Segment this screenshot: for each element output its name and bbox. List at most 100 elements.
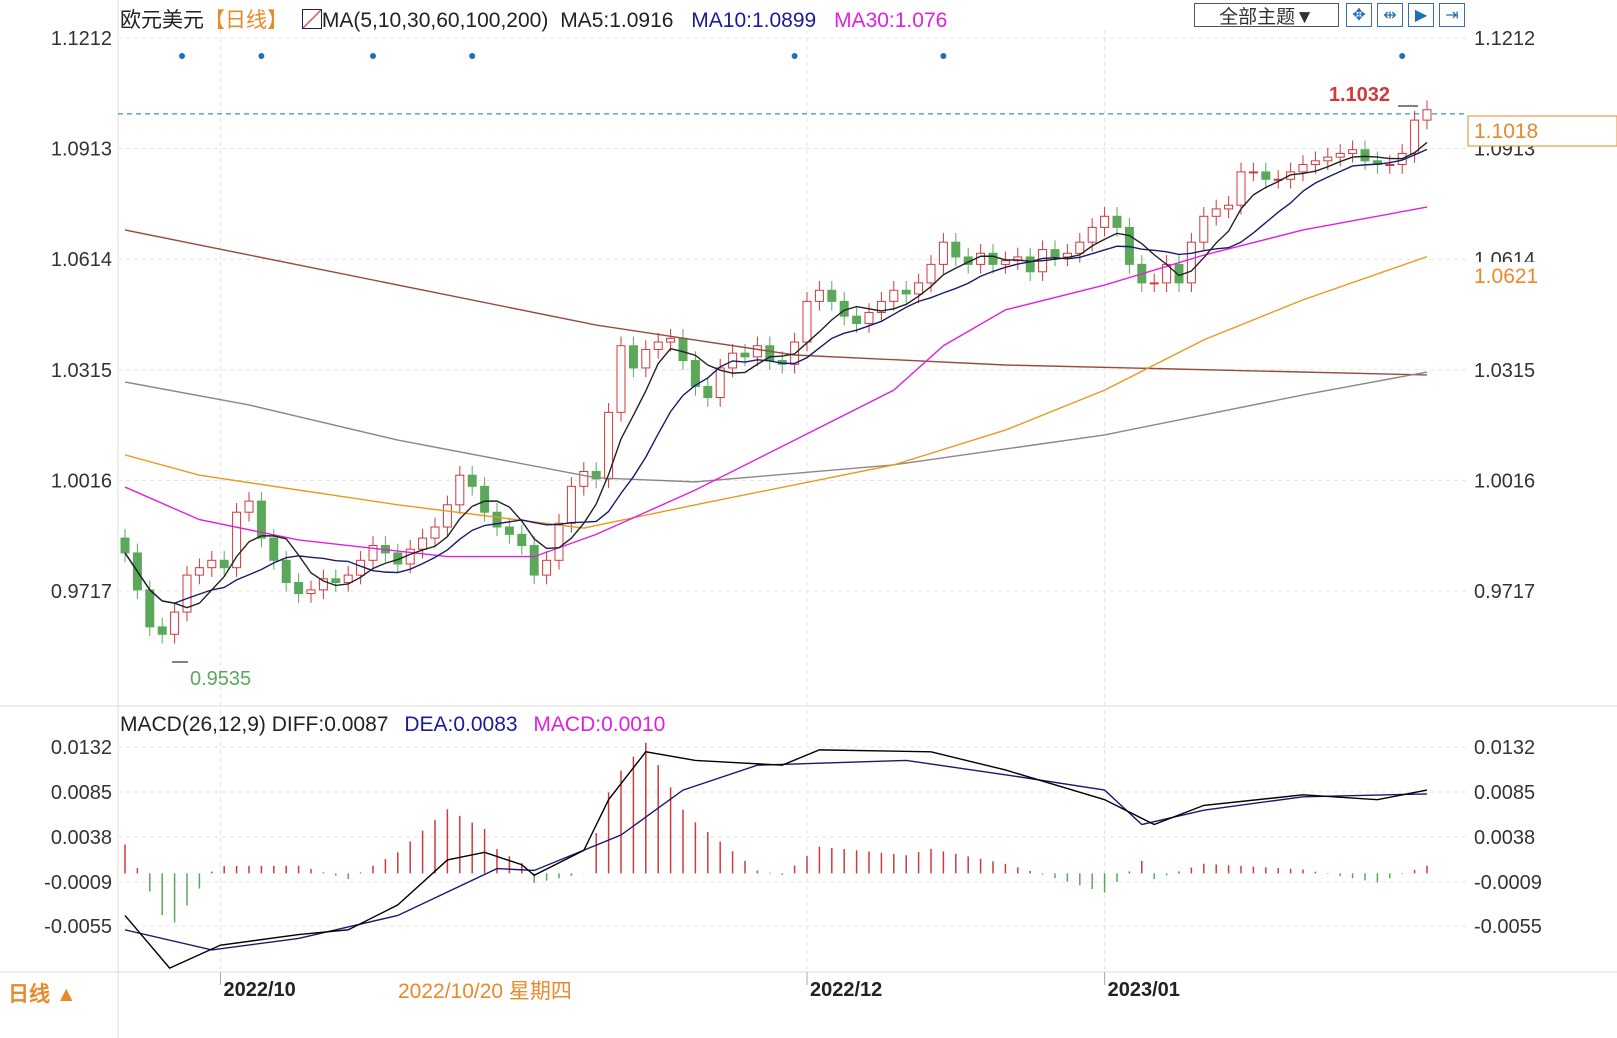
candle	[678, 329, 688, 370]
candle-body	[703, 385, 713, 399]
candle-body	[1199, 215, 1209, 243]
ma60-label-bg	[1468, 262, 1617, 288]
candle	[430, 517, 440, 548]
candle	[244, 491, 254, 522]
candle	[1149, 273, 1159, 293]
zoom-range-icon[interactable]: ⇹	[1377, 3, 1403, 27]
candle	[1298, 155, 1308, 182]
ma60-price-label: 1.0621	[1474, 265, 1538, 288]
candle	[1310, 151, 1320, 174]
candle	[579, 462, 589, 496]
candle-body	[976, 252, 986, 265]
candle-body	[517, 533, 527, 547]
period-toggle[interactable]: 日线 ▲	[8, 983, 77, 1006]
candle-body	[1248, 171, 1258, 174]
ma5-value: MA5:1.0916	[560, 9, 674, 32]
candle-body	[1062, 252, 1072, 258]
ma60-line	[124, 255, 1428, 529]
candle	[194, 558, 204, 585]
candle-body	[591, 471, 601, 480]
candle	[455, 465, 465, 515]
candle-body	[1211, 208, 1221, 217]
candle-body	[256, 500, 266, 539]
candle-body	[492, 511, 502, 528]
theme-dropdown[interactable]: 全部主题▼	[1194, 3, 1339, 28]
candle	[1422, 100, 1432, 130]
event-marker	[179, 53, 186, 59]
candle	[343, 565, 353, 592]
candle	[1348, 140, 1358, 163]
ma30-line	[124, 206, 1428, 558]
candle-body	[1050, 249, 1060, 258]
candle-body	[876, 300, 886, 313]
candle-body	[1323, 156, 1333, 162]
scroll-right-icon[interactable]: ⇥	[1439, 3, 1465, 27]
candle-body	[480, 485, 490, 513]
candle	[1248, 162, 1258, 182]
grid-icon[interactable]: ✥	[1346, 3, 1372, 27]
price-tick-left: 0.9717	[51, 581, 112, 603]
candle-body	[430, 526, 440, 539]
candle-body	[244, 500, 254, 513]
price-tick-left: 1.0315	[51, 360, 112, 382]
macd-tick-right: 0.0038	[1474, 827, 1535, 849]
price-tick-left: 1.0913	[51, 139, 112, 161]
candle	[765, 336, 775, 370]
candle-body	[554, 522, 564, 561]
macd-tick-left: -0.0009	[44, 872, 112, 894]
macd-header: MACD(26,12,9) DIFF:0.0087 DEA:0.0083 MAC…	[120, 713, 665, 737]
candle	[480, 477, 490, 522]
price-tick-left: 1.1212	[51, 28, 112, 50]
play-range-icon[interactable]: ▶	[1408, 3, 1434, 27]
candle	[1261, 162, 1271, 189]
candle	[901, 281, 911, 304]
candle-body	[579, 471, 589, 487]
candle-body	[194, 567, 204, 576]
candle-body	[1410, 119, 1420, 154]
macd-tick-left: -0.0055	[44, 916, 112, 938]
candle-body	[1348, 149, 1358, 154]
candle-body	[616, 345, 626, 413]
candle	[976, 244, 986, 274]
candle	[1199, 207, 1209, 252]
candle-body	[1236, 171, 1246, 206]
dea-line	[124, 759, 1428, 951]
candle-body	[318, 578, 328, 591]
price-tick-left: 1.0614	[51, 249, 112, 271]
candle	[852, 306, 862, 333]
macd-tick-left: 0.0132	[51, 737, 112, 759]
candle	[914, 273, 924, 304]
candle-body	[752, 345, 762, 358]
candle	[492, 502, 502, 537]
candle	[1335, 144, 1345, 167]
candle-body	[715, 367, 725, 399]
candle-body	[418, 537, 428, 550]
candle	[628, 336, 638, 378]
candle-body	[1360, 149, 1370, 162]
ma-icon[interactable]	[301, 9, 322, 29]
candle-body	[1261, 171, 1271, 180]
time-label: 2023/01	[1108, 979, 1180, 1001]
max-price-label: 1.1032	[1329, 84, 1390, 106]
candle-body	[1422, 109, 1432, 121]
candle	[616, 336, 626, 422]
last-price-box	[1467, 115, 1617, 147]
candle-body	[604, 411, 614, 480]
ma200-line	[124, 229, 1428, 376]
candle-body	[641, 348, 651, 369]
candle	[442, 495, 452, 537]
candle-body	[914, 282, 924, 295]
candle-body	[542, 559, 552, 576]
candle-body	[294, 581, 304, 595]
ma10-line	[124, 148, 1428, 604]
candle-body	[802, 300, 812, 343]
last-price-label: 1.1018	[1474, 120, 1538, 143]
candle-body	[145, 589, 155, 628]
candle	[876, 292, 886, 322]
candle-body	[951, 241, 961, 258]
price-tick-right: 0.9717	[1474, 581, 1535, 603]
candle-body	[1186, 241, 1196, 284]
candle-body	[1298, 164, 1308, 173]
time-label: 2022/12	[810, 979, 882, 1001]
